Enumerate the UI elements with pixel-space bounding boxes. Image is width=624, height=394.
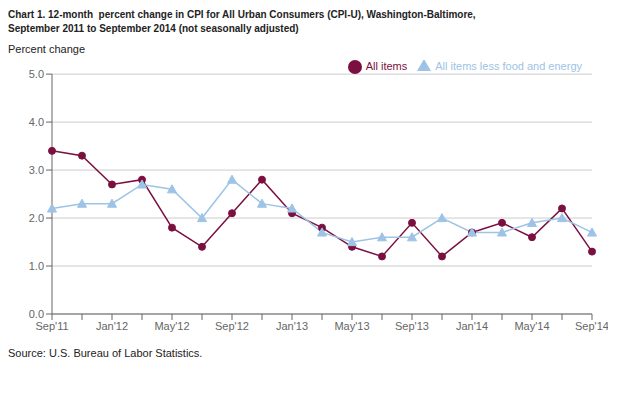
svg-text:Sep'12: Sep'12: [215, 320, 249, 332]
html-text:Percent change: Percent change: [8, 43, 86, 55]
svg-text:0.0: 0.0: [29, 308, 44, 320]
svg-text:Sep'13: Sep'13: [395, 320, 429, 332]
svg-text:Sep'14: Sep'14: [575, 320, 608, 332]
svg-text:Jan'13: Jan'13: [276, 320, 308, 332]
svg-text:May'13: May'13: [334, 320, 369, 332]
svg-text:Jan'14: Jan'14: [456, 320, 488, 332]
svg-text:Jan'12: Jan'12: [96, 320, 128, 332]
html-text:Source: U.S. Bureau of Labor S: Source: U.S. Bureau of Labor Statistics.: [8, 347, 203, 359]
html-text:All items: All items: [365, 60, 408, 72]
svg-text:3.0: 3.0: [29, 164, 44, 176]
svg-text:1.0: 1.0: [29, 260, 44, 272]
svg-text:4.0: 4.0: [29, 116, 44, 128]
svg-text:2.0: 2.0: [29, 212, 44, 224]
html-text:Chart 1. 12-month percent chan: Chart 1. 12-month percent change in CPI …: [8, 9, 476, 20]
svg-text:May'14: May'14: [514, 320, 549, 332]
html-text:September 2011 to September 20: September 2011 to September 2014 (not se…: [8, 23, 299, 34]
html-text:All items less food and energy: All items less food and energy: [435, 60, 582, 72]
svg-text:Sep'11: Sep'11: [35, 320, 68, 332]
svg-text:5.0: 5.0: [29, 68, 44, 80]
svg-text:May'12: May'12: [154, 320, 189, 332]
